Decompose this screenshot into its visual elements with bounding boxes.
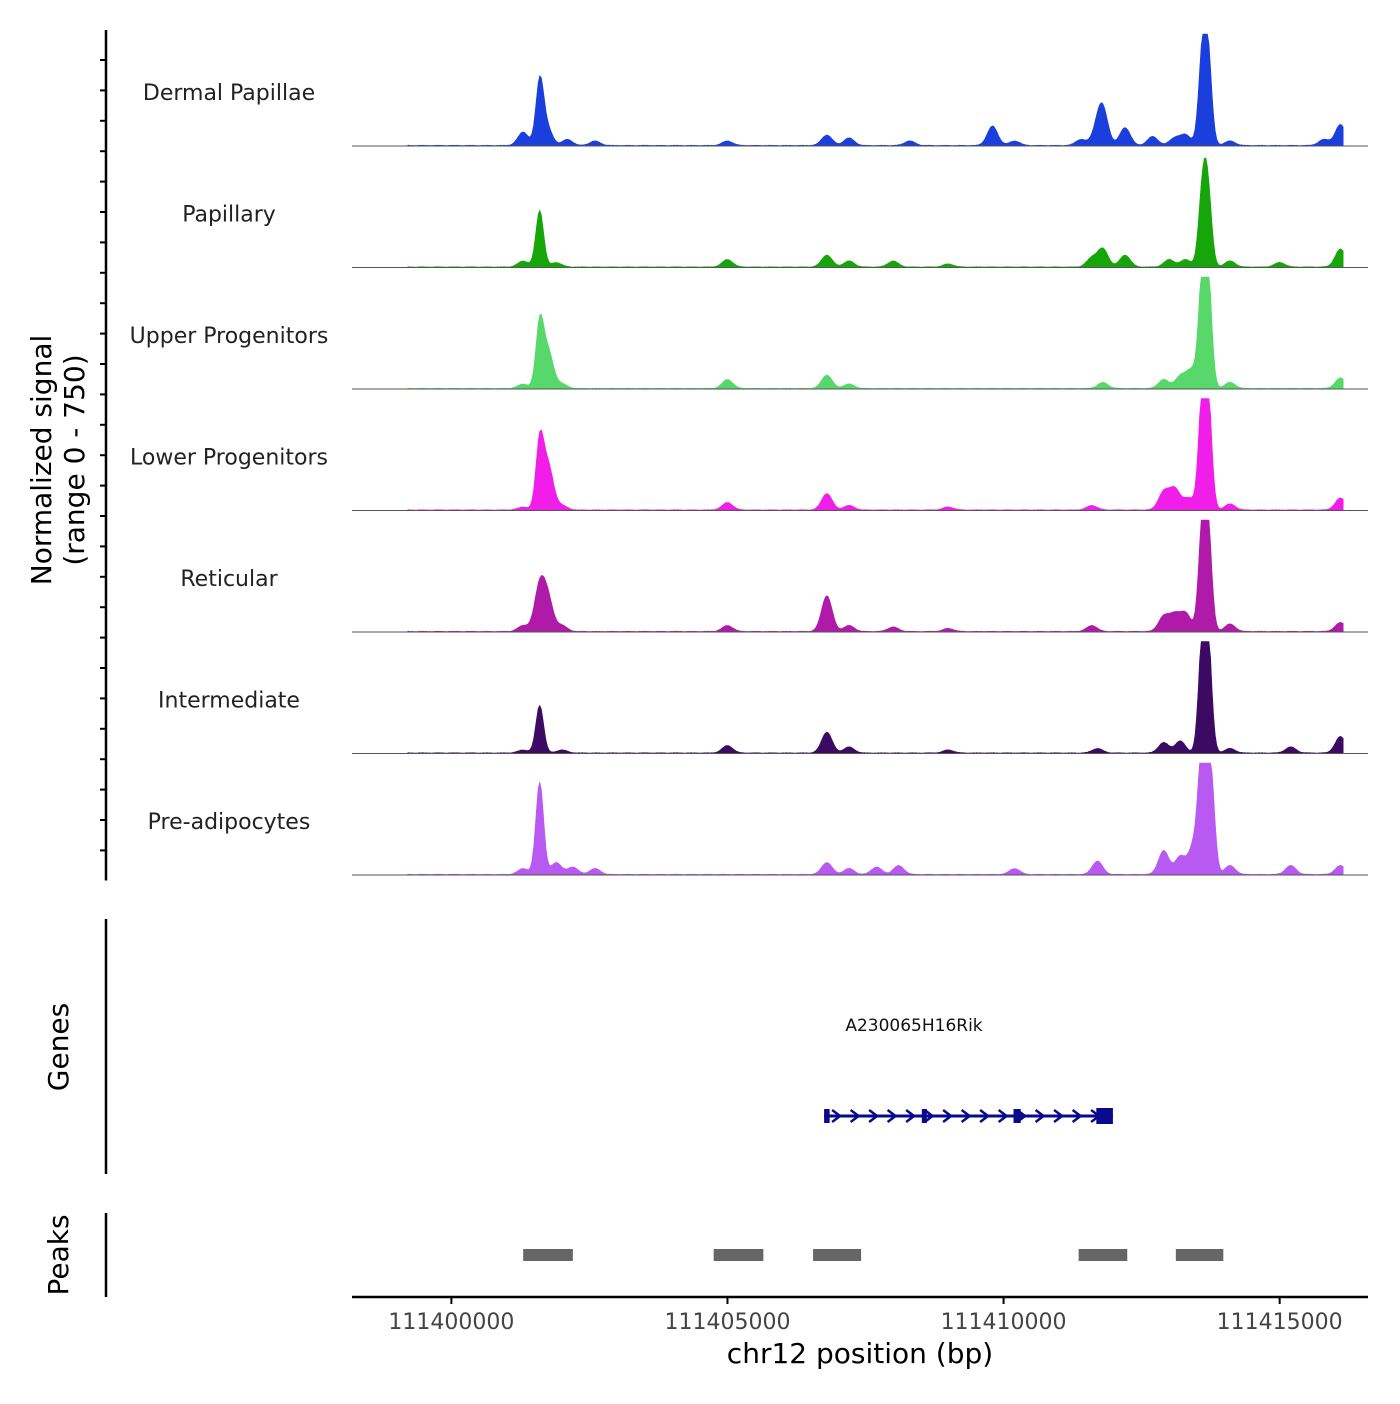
signal-area	[406, 33, 1344, 147]
strand-arrow-icon	[960, 1109, 972, 1123]
strand-arrow-icon	[868, 1109, 880, 1123]
peak-region	[1078, 1249, 1128, 1261]
y-axis-range: (range 0 - 750)	[58, 354, 91, 565]
strand-arrow-icon	[886, 1109, 898, 1123]
signal-area	[406, 276, 1344, 390]
signal-tracks: Dermal Papillae Papillary Upper Progenitor…	[130, 33, 1368, 876]
x-axis-title: chr12 position (bp)	[727, 1337, 993, 1370]
strand-arrow-icon	[1053, 1109, 1065, 1123]
y-axis-title: Normalized signal	[25, 335, 58, 586]
strand-arrow-icon	[849, 1109, 861, 1123]
genes-axis-title: Genes	[42, 1003, 75, 1091]
peak-region	[713, 1249, 764, 1261]
exon	[824, 1109, 830, 1123]
peak-region	[1175, 1249, 1224, 1261]
signal-axis	[100, 30, 108, 881]
track-reticular: Reticular	[180, 519, 1368, 633]
track-label: Upper Progenitors	[130, 324, 329, 349]
signal-area	[406, 641, 1344, 754]
strand-arrow-icon	[923, 1109, 935, 1123]
x-tick-label: 111410000	[941, 1310, 1067, 1335]
gene-track: A230065H16Rik	[824, 1016, 1113, 1124]
track-label: Papillary	[182, 203, 276, 228]
track-intermediate: Intermediate	[158, 641, 1368, 754]
gene-model: A230065H16Rik	[824, 1016, 1113, 1124]
signal-area	[406, 762, 1344, 876]
strand-arrow-icon	[1034, 1109, 1046, 1123]
track-label: Dermal Papillae	[143, 81, 315, 106]
x-tick-label: 111405000	[664, 1310, 790, 1335]
signal-area	[406, 519, 1344, 633]
track-label: Pre-adipocytes	[148, 810, 311, 835]
track-label: Intermediate	[158, 689, 300, 714]
track-label: Reticular	[180, 567, 278, 592]
track-label: Lower Progenitors	[130, 446, 328, 471]
signal-area	[406, 398, 1344, 511]
signal-area	[406, 157, 1344, 268]
peaks-track	[523, 1249, 1224, 1261]
strand-arrow-icon	[942, 1109, 954, 1123]
exon	[921, 1109, 927, 1123]
peak-region	[523, 1249, 573, 1261]
x-tick-label: 111400000	[388, 1310, 514, 1335]
strand-arrow-icon	[997, 1108, 1009, 1124]
strand-arrow-icon	[831, 1109, 843, 1123]
peaks-axis-title: Peaks	[42, 1214, 75, 1295]
track-lower-progenitors: Lower Progenitors	[130, 398, 1368, 511]
gene-name: A230065H16Rik	[845, 1016, 982, 1036]
track-pre-adipocytes: Pre-adipocytes	[148, 762, 1368, 876]
track-dermal-papillae: Dermal Papillae	[143, 33, 1368, 147]
peak-region	[813, 1249, 862, 1261]
exon	[1096, 1108, 1113, 1124]
strand-arrow-icon	[979, 1109, 991, 1123]
x-tick-label: 111415000	[1217, 1310, 1343, 1335]
strand-arrow-icon	[1071, 1109, 1083, 1123]
track-upper-progenitors: Upper Progenitors	[130, 276, 1368, 390]
exon	[1013, 1109, 1021, 1123]
x-axis: 111400000 111405000 111410000 111415000	[352, 1295, 1368, 1335]
strand-arrow-icon	[905, 1109, 917, 1123]
track-papillary: Papillary	[182, 157, 1368, 268]
